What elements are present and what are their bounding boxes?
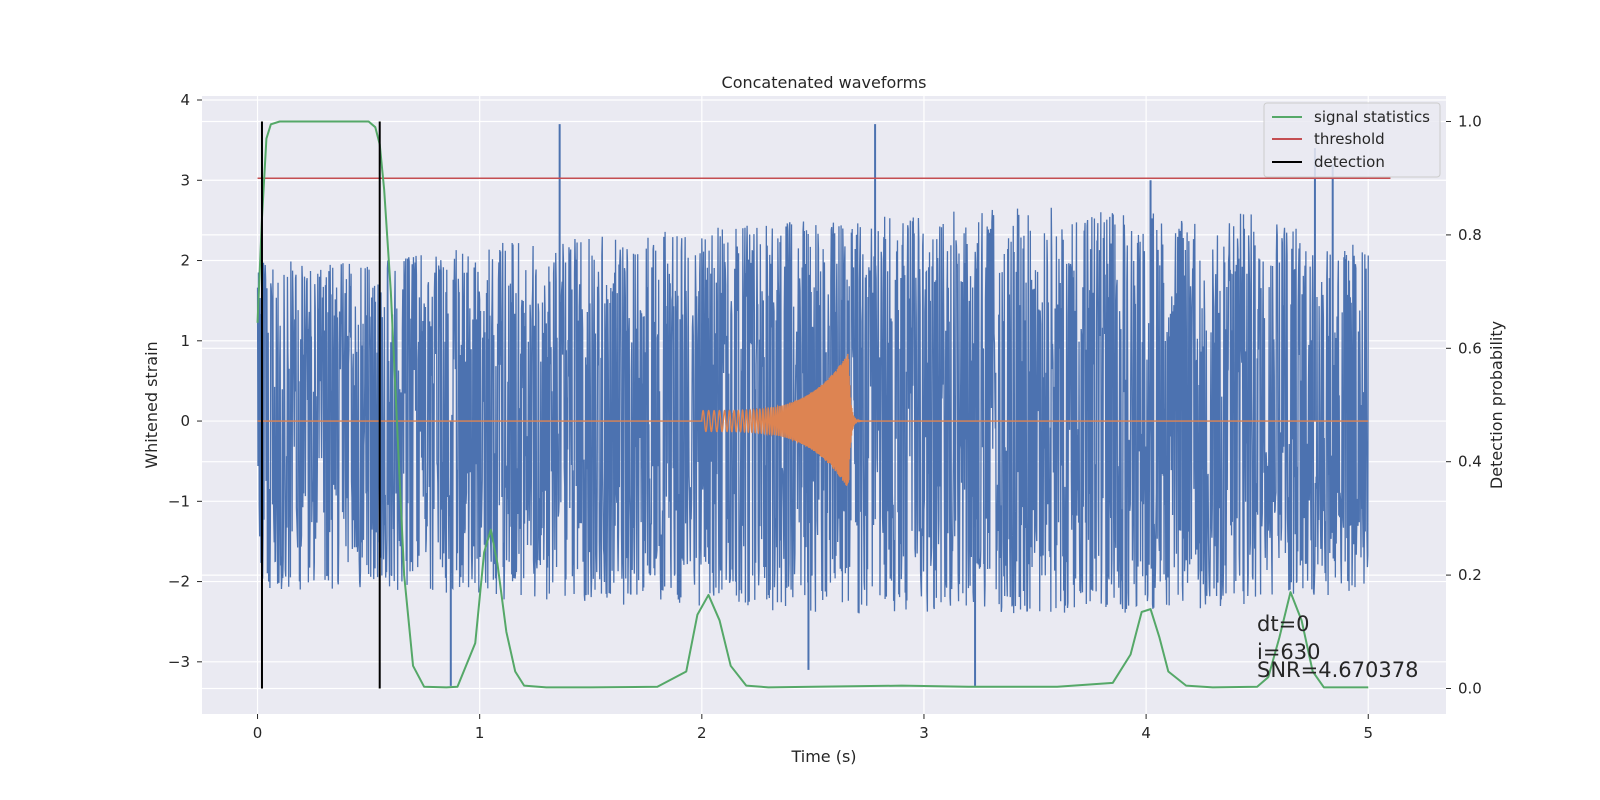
injected-signal-series (257, 353, 1369, 486)
y-left-tick-label: 4 (180, 91, 190, 109)
x-tick-label: 4 (1141, 724, 1151, 742)
y-left-tick-label: −2 (168, 573, 190, 591)
signal-statistics-line (256, 120, 1369, 689)
x-tick-label: 0 (253, 724, 263, 742)
probability-series (256, 120, 1391, 689)
legend-label-detection: detection (1314, 153, 1385, 171)
annotation-dt: dt=0 (1257, 612, 1310, 636)
x-tick-label: 1 (475, 724, 485, 742)
noise-line (256, 207, 1369, 614)
y-right-tick-label: 1.0 (1458, 113, 1482, 131)
annotation-index: i=630 (1257, 640, 1321, 664)
y-axis-label-right: Detection probability (1487, 321, 1506, 489)
y-right-tick-label: 0.6 (1458, 339, 1482, 357)
chart-title: Concatenated waveforms (722, 73, 927, 92)
y-left-tick-label: 2 (180, 252, 190, 270)
y-right-tick-label: 0.2 (1458, 566, 1482, 584)
x-ticks: 0 1 2 3 4 5 (253, 714, 1373, 742)
y-left-tick-label: 0 (180, 412, 190, 430)
x-tick-label: 2 (697, 724, 707, 742)
x-axis-label: Time (s) (790, 747, 856, 766)
y-left-tick-label: −3 (168, 653, 190, 671)
detection-lines (260, 121, 381, 689)
legend-label-signal-statistics: signal statistics (1314, 108, 1430, 126)
y-right-tick-label: 0.0 (1458, 679, 1482, 697)
x-tick-label: 3 (919, 724, 929, 742)
y-left-tick-label: 1 (180, 332, 190, 350)
y-right-tick-label: 0.8 (1458, 226, 1482, 244)
legend-label-threshold: threshold (1314, 130, 1385, 148)
injected-chirp-line (257, 353, 1369, 486)
y-left-tick-label: 3 (180, 171, 190, 189)
x-tick-label: 5 (1363, 724, 1373, 742)
legend-box (1263, 102, 1441, 178)
legend: signal statistics threshold detection (1263, 102, 1441, 178)
y-right-ticks: 0.0 0.2 0.4 0.6 0.8 1.0 (1446, 113, 1482, 697)
y-left-ticks: −3 −2 −1 0 1 2 3 4 (168, 91, 202, 671)
y-left-tick-label: −1 (168, 492, 190, 510)
y-right-tick-label: 0.4 (1458, 453, 1482, 471)
annotation-snr: SNR=4.670378 (1257, 658, 1418, 682)
whitened-strain-series (256, 124, 1369, 686)
y-axis-label-left: Whitened strain (142, 341, 161, 468)
